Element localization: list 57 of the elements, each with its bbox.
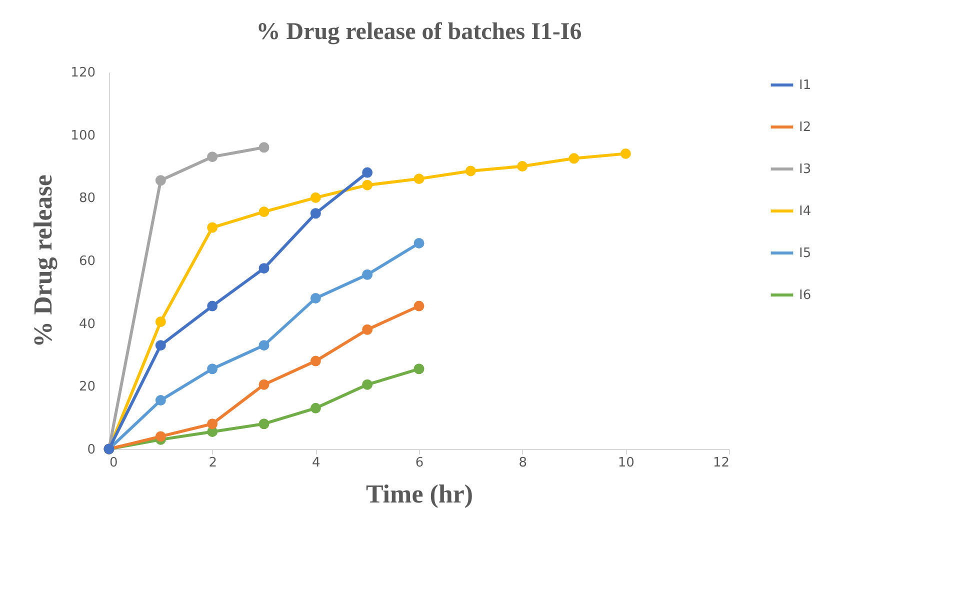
y-tick-label: 120 xyxy=(70,66,96,80)
point xyxy=(155,316,166,327)
x-tick-label: 10 xyxy=(618,456,634,470)
point xyxy=(517,161,528,172)
point xyxy=(207,222,218,233)
x-tick-label: 2 xyxy=(208,456,217,470)
legend-label: I5 xyxy=(799,246,812,261)
point xyxy=(310,208,321,219)
point xyxy=(207,418,218,430)
x-axis-title: Time (hr) xyxy=(366,480,474,508)
y-tick-label: 40 xyxy=(78,316,96,332)
point xyxy=(414,174,424,184)
x-tick-label: 8 xyxy=(518,456,527,470)
legend-label: I2 xyxy=(799,120,812,135)
point xyxy=(258,142,270,153)
y-tick-label: 60 xyxy=(78,254,96,269)
point xyxy=(414,364,424,374)
point xyxy=(362,180,373,190)
x-tick-label: 6 xyxy=(415,456,424,470)
point xyxy=(258,206,270,218)
y-tick-label: 100 xyxy=(70,128,96,144)
point xyxy=(155,431,166,442)
point xyxy=(207,300,218,312)
legend-label: I3 xyxy=(799,162,812,177)
point xyxy=(362,379,373,390)
y-tick-label: 80 xyxy=(78,191,96,206)
point xyxy=(414,238,424,248)
chart-title: % Drug release of batches I1-I6 xyxy=(256,19,582,45)
y-tick-label: 20 xyxy=(78,380,96,395)
x-tick-label: 0 xyxy=(110,456,118,470)
x-tick-label: 12 xyxy=(712,456,730,470)
point xyxy=(362,167,373,178)
legend-label: I1 xyxy=(799,78,812,93)
legend-label: I6 xyxy=(799,288,812,303)
point xyxy=(414,300,424,312)
point xyxy=(568,153,580,164)
point xyxy=(155,175,166,186)
point xyxy=(155,340,166,351)
y-axis-title: % Drug release xyxy=(28,174,58,348)
legend-label: I4 xyxy=(799,204,812,219)
point xyxy=(310,356,321,366)
point xyxy=(155,395,166,406)
point xyxy=(258,379,270,390)
point xyxy=(362,324,373,335)
point xyxy=(310,402,321,414)
x-tick-label: 4 xyxy=(312,456,320,470)
point xyxy=(465,166,476,176)
point xyxy=(310,192,321,203)
point xyxy=(362,269,373,280)
point xyxy=(207,364,218,374)
point xyxy=(258,263,270,274)
point xyxy=(207,152,218,162)
point xyxy=(310,292,321,304)
point xyxy=(258,418,270,430)
point xyxy=(620,148,631,159)
point xyxy=(258,340,270,351)
y-tick-label: 0 xyxy=(87,442,96,458)
